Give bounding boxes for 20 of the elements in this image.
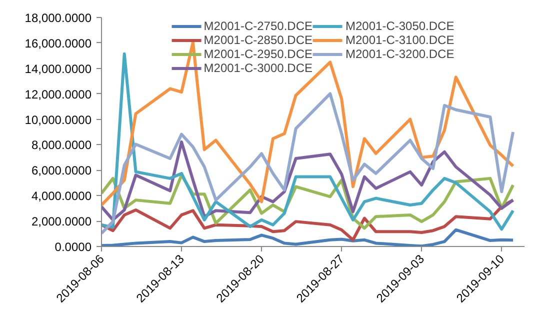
y-tick-label: 0.0000 bbox=[54, 240, 92, 254]
y-tick-label: 8,000.0000 bbox=[31, 138, 92, 152]
y-tick-label: 6,000.0000 bbox=[31, 164, 92, 178]
legend-label: M2001-C-2950.DCE bbox=[204, 47, 312, 61]
y-tick-label: 12,000.0000 bbox=[24, 87, 92, 102]
legend-label: M2001-C-2750.DCE bbox=[204, 19, 312, 33]
y-tick-label: 18,000.0000 bbox=[24, 11, 92, 25]
legend-label: M2001-C-2850.DCE bbox=[204, 33, 312, 47]
y-tick-label: 2,000.0000 bbox=[31, 214, 92, 229]
legend-label: M2001-C-3100.DCE bbox=[346, 33, 454, 47]
line-series bbox=[102, 92, 515, 235]
y-tick-label: 14,000.0000 bbox=[24, 62, 92, 76]
y-tick-label: 4,000.0000 bbox=[31, 189, 92, 204]
line-series bbox=[102, 140, 515, 222]
legend-label: M2001-C-3200.DCE bbox=[346, 47, 454, 61]
legend-label: M2001-C-3050.DCE bbox=[346, 19, 454, 33]
y-tick-label: 10,000.0000 bbox=[24, 112, 92, 127]
line-series bbox=[102, 228, 515, 246]
legend-label: M2001-C-3000.DCE bbox=[204, 61, 312, 75]
y-tick-label: 16,000.0000 bbox=[24, 36, 92, 50]
